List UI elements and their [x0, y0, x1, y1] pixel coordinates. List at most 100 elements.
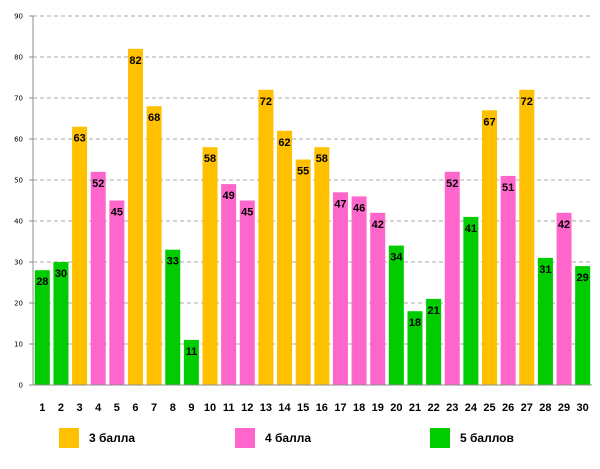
x-tick-label: 3: [77, 402, 83, 414]
bar: [277, 130, 293, 385]
data-label: 58: [204, 153, 216, 165]
x-tick-label: 9: [188, 402, 194, 414]
data-label: 45: [111, 207, 123, 219]
y-tick-label: 10: [14, 341, 23, 349]
y-tick-label: 80: [14, 54, 23, 62]
data-label: 55: [297, 166, 309, 178]
bar: [165, 249, 181, 385]
y-tick-label: 0: [19, 382, 23, 390]
bar: [314, 147, 330, 385]
data-labels: 28 30 63 52 45 82 68 33 11 58 49 45 72 62 55 58 47 46 42 34…: [36, 55, 589, 358]
legend-swatch: [59, 428, 79, 448]
data-label: 52: [446, 178, 458, 190]
bar: [556, 212, 572, 385]
data-label: 52: [92, 178, 104, 190]
x-tick-label: 27: [521, 402, 533, 414]
bar: [332, 192, 348, 385]
bar: [482, 110, 498, 386]
data-label: 28: [36, 276, 48, 288]
data-label: 33: [167, 256, 179, 268]
data-label: 72: [521, 96, 533, 108]
bar: [444, 171, 460, 385]
legend-label: 5 баллов: [460, 431, 514, 445]
data-label: 42: [372, 219, 384, 231]
bar: [519, 89, 535, 386]
x-tick-label: 24: [465, 402, 478, 414]
data-label: 41: [465, 223, 477, 235]
y-tick-label: 40: [14, 218, 23, 226]
data-label: 45: [241, 207, 253, 219]
bar: [295, 159, 311, 385]
x-tick-label: 5: [114, 402, 120, 414]
bar: [127, 48, 143, 386]
y-tick-label: 70: [14, 95, 23, 103]
bar: [463, 216, 479, 385]
x-tick-label: 8: [170, 402, 176, 414]
x-tick-label: 11: [223, 402, 235, 414]
y-tick-label: 60: [14, 136, 23, 144]
data-label: 31: [539, 264, 551, 276]
data-label: 11: [186, 346, 198, 358]
data-label: 82: [129, 55, 141, 67]
x-tick-label: 14: [278, 402, 291, 414]
data-label: 47: [334, 198, 346, 210]
x-tick-label: 4: [95, 402, 102, 414]
bars: [34, 48, 591, 386]
bar: [72, 126, 88, 385]
x-tick-label: 15: [297, 402, 309, 414]
x-tick-label: 7: [151, 402, 157, 414]
bar: [426, 298, 442, 385]
x-tick-label: 16: [316, 402, 328, 414]
data-label: 67: [483, 116, 495, 128]
x-tick-label: 6: [132, 402, 138, 414]
data-label: 46: [353, 202, 365, 214]
legend-label: 4 балла: [265, 431, 312, 445]
legend-item-4: 4 балла: [235, 428, 311, 448]
bar: [221, 184, 237, 385]
data-label: 68: [148, 112, 160, 124]
bar: [146, 106, 162, 385]
data-label: 72: [260, 96, 272, 108]
x-tick-label: 20: [390, 402, 402, 414]
data-label: 49: [223, 190, 235, 202]
data-label: 42: [558, 219, 570, 231]
x-tick-label: 25: [483, 402, 495, 414]
legend-item-3: 3 балла: [59, 428, 135, 448]
x-axis: 1 2 3 4 5 6 7 8 9 10 11 12 13 14 15 16 17 18 19 20 21 22 23 24 2…: [33, 384, 592, 414]
x-tick-label: 2: [58, 402, 64, 414]
x-tick-label: 28: [539, 402, 551, 414]
data-label: 58: [316, 153, 328, 165]
bar: [258, 89, 274, 386]
bar: [407, 311, 423, 385]
data-label: 21: [427, 305, 439, 317]
x-tick-label: 30: [577, 402, 589, 414]
data-label: 30: [55, 268, 67, 280]
bar: [537, 257, 553, 385]
data-label: 62: [278, 137, 290, 149]
x-tick-label: 17: [334, 402, 346, 414]
legend-item-5: 5 баллов: [430, 428, 514, 448]
legend-label: 3 балла: [89, 431, 136, 445]
x-tick-label: 10: [204, 402, 216, 414]
bar: [388, 245, 404, 385]
data-label: 34: [390, 252, 403, 264]
x-tick-label: 13: [260, 402, 272, 414]
data-label: 29: [577, 272, 589, 284]
bar: [183, 339, 199, 385]
x-tick-label: 26: [502, 402, 514, 414]
y-tick-label: 20: [14, 300, 23, 308]
bar: [351, 196, 367, 385]
data-label: 63: [73, 133, 85, 145]
bar: [90, 171, 106, 385]
y-tick-label: 90: [14, 13, 23, 21]
x-tick-label: 29: [558, 402, 570, 414]
bar: [53, 262, 69, 385]
x-tick-label: 18: [353, 402, 365, 414]
bar: [202, 147, 218, 385]
gridlines: [33, 15, 592, 345]
x-tick-label: 22: [427, 402, 439, 414]
legend-swatch: [430, 428, 450, 448]
x-tick-label: 23: [446, 402, 458, 414]
bar: [34, 270, 50, 385]
